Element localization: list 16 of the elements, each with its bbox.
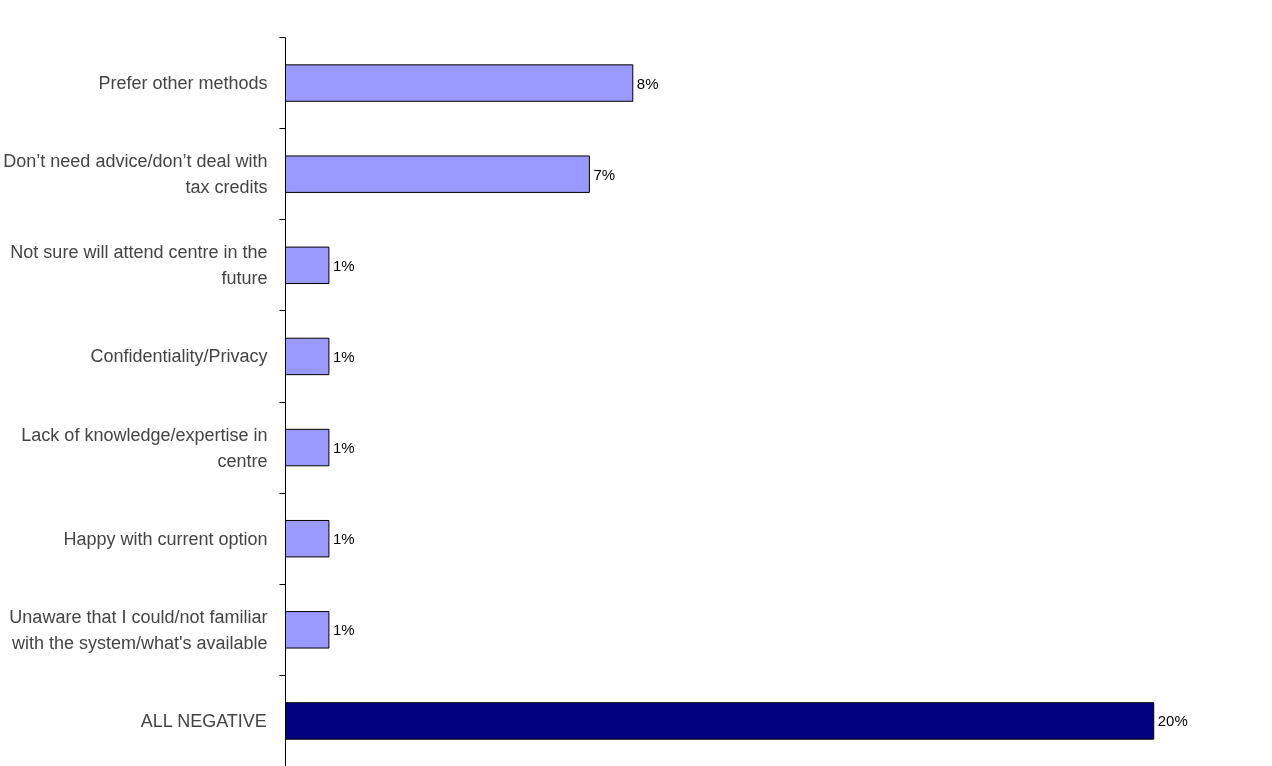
y-tick-label: Confidentiality/Privacy <box>90 346 268 367</box>
y-tick-label: Unaware that I could/not familiar with the system/what's available <box>9 606 268 653</box>
data-label: 1% <box>332 439 355 457</box>
y-tick-label: Don’t need advice/don’t deal with tax credits <box>3 151 268 198</box>
y-tick-label: Happy with current option <box>63 528 268 549</box>
y-tick-label: ALL NEGATIVE <box>140 710 267 731</box>
data-label: 1% <box>332 256 355 274</box>
y-tick-label: Not sure will attend centre in the future <box>10 242 268 289</box>
y-tick-label: Prefer other methods <box>98 73 268 94</box>
data-label: 8% <box>636 74 659 92</box>
data-label: 1% <box>332 621 355 639</box>
data-label: 1% <box>332 347 355 365</box>
data-label: 1% <box>332 530 355 548</box>
data-label: 7% <box>593 165 616 183</box>
y-tick-label: Lack of knowledge/expertise in centre <box>21 424 268 471</box>
data-label: 20% <box>1157 712 1188 730</box>
